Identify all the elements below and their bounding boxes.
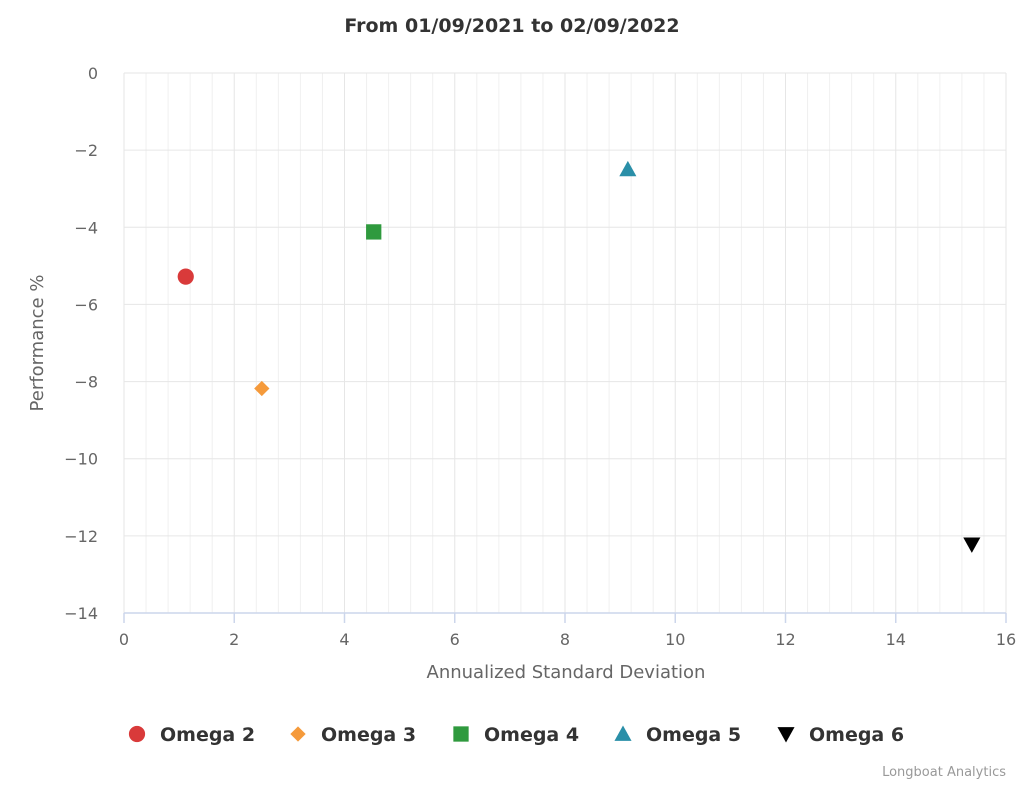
y-tick-label: 0 bbox=[88, 64, 98, 83]
point-omega-5 bbox=[619, 160, 637, 177]
axes bbox=[123, 612, 1007, 623]
legend-item-omega-6[interactable]: Omega 6 bbox=[777, 724, 904, 746]
y-tick-label: −8 bbox=[74, 373, 98, 392]
point-omega-2 bbox=[177, 268, 194, 285]
point-omega-3 bbox=[254, 380, 270, 397]
legend-marker-omega-6 bbox=[777, 727, 795, 743]
y-tick-label: −2 bbox=[74, 141, 98, 160]
x-tick-label: 2 bbox=[229, 630, 239, 649]
legend-label-omega-2: Omega 2 bbox=[160, 724, 255, 746]
legend-marker-omega-3 bbox=[290, 726, 306, 742]
x-tick-label: 12 bbox=[775, 630, 795, 649]
x-tick-label: 4 bbox=[339, 630, 349, 649]
legend-label-omega-6: Omega 6 bbox=[809, 724, 904, 746]
x-tick-label: 16 bbox=[996, 630, 1016, 649]
y-tick-label: −4 bbox=[74, 218, 98, 237]
legend-marker-omega-4 bbox=[453, 726, 469, 742]
y-tick-label: −10 bbox=[64, 450, 98, 469]
x-tick-label: 10 bbox=[665, 630, 685, 649]
grid-lines bbox=[123, 72, 1007, 613]
credits-text[interactable]: Longboat Analytics bbox=[882, 765, 1006, 780]
legend-item-omega-4[interactable]: Omega 4 bbox=[453, 724, 579, 746]
point-omega-4 bbox=[366, 224, 382, 240]
legend-marker-omega-5 bbox=[614, 725, 632, 741]
legend-label-omega-3: Omega 3 bbox=[321, 724, 416, 746]
y-tick-label: −6 bbox=[74, 295, 98, 314]
y-axis-title: Performance % bbox=[27, 275, 48, 412]
legend-item-omega-5[interactable]: Omega 5 bbox=[614, 724, 741, 746]
data-points bbox=[177, 160, 981, 553]
legend-marker-omega-2 bbox=[128, 725, 146, 743]
x-tick-label: 0 bbox=[119, 630, 129, 649]
legend: Omega 2 Omega 3 Omega 4 Omega 5 Omega 6 bbox=[128, 724, 904, 746]
x-tick-label: 6 bbox=[450, 630, 460, 649]
x-tick-label: 14 bbox=[886, 630, 906, 649]
legend-item-omega-2[interactable]: Omega 2 bbox=[128, 724, 255, 746]
legend-label-omega-5: Omega 5 bbox=[646, 724, 741, 746]
chart-title: From 01/09/2021 to 02/09/2022 bbox=[344, 15, 679, 37]
legend-label-omega-4: Omega 4 bbox=[484, 724, 579, 746]
point-omega-6 bbox=[963, 537, 981, 553]
y-tick-label: −14 bbox=[64, 604, 98, 623]
legend-item-omega-3[interactable]: Omega 3 bbox=[290, 724, 416, 746]
x-axis-title: Annualized Standard Deviation bbox=[427, 662, 706, 683]
x-tick-label: 8 bbox=[560, 630, 570, 649]
y-tick-label: −12 bbox=[64, 527, 98, 546]
tick-labels: 0 −2 −4 −6 −8 −10 −12 −14 0 2 4 6 8 10 12 14 16 bbox=[64, 64, 1016, 649]
